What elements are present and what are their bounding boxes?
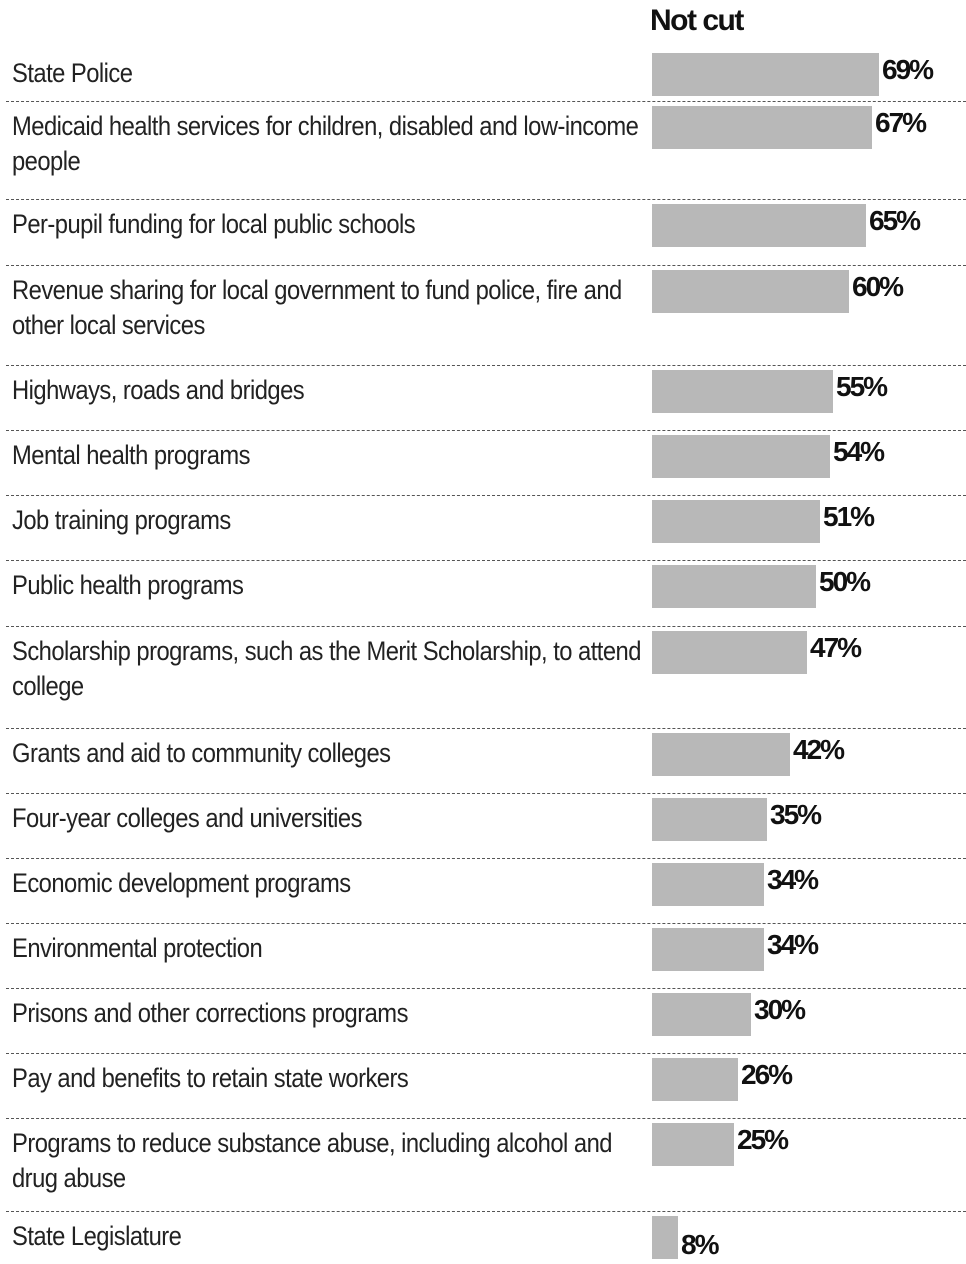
row-divider [6, 1211, 966, 1212]
category-label: Programs to reduce substance abuse, incl… [12, 1128, 612, 1193]
chart-row: Medicaid health services for children, d… [0, 103, 966, 201]
category-label: Per-pupil funding for local public schoo… [12, 209, 416, 239]
bar [652, 631, 807, 674]
category-label: Pay and benefits to retain state workers [12, 1063, 409, 1093]
category-label: Mental health programs [12, 440, 251, 470]
row-divider [6, 728, 966, 729]
value-label: 65% [869, 205, 921, 236]
category-label: Grants and aid to community colleges [12, 738, 391, 768]
value-label: 47% [810, 632, 862, 663]
row-divider [6, 265, 966, 266]
row-divider [6, 626, 966, 627]
chart-row: Grants and aid to community colleges 42% [0, 730, 966, 795]
chart-row: Four-year colleges and universities 35% [0, 795, 966, 860]
bar [652, 500, 820, 543]
category-label: Public health programs [12, 570, 244, 600]
value-label: 51% [823, 501, 875, 532]
bar [652, 1123, 734, 1166]
value-label: 26% [741, 1059, 793, 1090]
row-divider [6, 1118, 966, 1119]
bar [652, 435, 830, 478]
chart-row: Mental health programs 54% [0, 432, 966, 497]
chart-row: Per-pupil funding for local public schoo… [0, 201, 966, 267]
value-label: 34% [767, 864, 819, 895]
bar [652, 928, 764, 971]
value-label: 42% [793, 734, 845, 765]
chart-row: Economic development programs 34% [0, 860, 966, 925]
category-label: Four-year colleges and universities [12, 803, 363, 833]
bar [652, 798, 767, 841]
bar [652, 106, 872, 149]
row-divider [6, 101, 966, 102]
value-label: 8% [681, 1229, 719, 1260]
category-label: Scholarship programs, such as the Merit … [12, 636, 641, 701]
row-divider [6, 365, 966, 366]
chart-row: Job training programs 51% [0, 497, 966, 562]
chart-row: Environmental protection 34% [0, 925, 966, 990]
chart-row: Scholarship programs, such as the Merit … [0, 628, 966, 730]
category-label: Job training programs [12, 505, 231, 535]
chart-row: Highways, roads and bridges 55% [0, 367, 966, 432]
bar [652, 1216, 678, 1259]
series-header: Not cut [650, 4, 744, 37]
chart-row: Revenue sharing for local government to … [0, 267, 966, 367]
bar [652, 204, 866, 247]
category-label: Environmental protection [12, 933, 263, 963]
row-divider [6, 560, 966, 561]
chart-row: Public health programs 50% [0, 562, 966, 628]
chart-row: State Legislature 8% [0, 1213, 966, 1264]
bar [652, 53, 879, 96]
value-label: 54% [833, 436, 885, 467]
row-divider [6, 495, 966, 496]
row-divider [6, 430, 966, 431]
row-divider [6, 1053, 966, 1054]
value-label: 34% [767, 929, 819, 960]
chart-row: Programs to reduce substance abuse, incl… [0, 1120, 966, 1213]
bar [652, 270, 849, 313]
row-divider [6, 793, 966, 794]
bar [652, 1058, 738, 1101]
category-label: Revenue sharing for local government to … [12, 275, 622, 340]
row-divider [6, 923, 966, 924]
category-label: State Legislature [12, 1221, 182, 1251]
value-label: 67% [875, 107, 927, 138]
value-label: 50% [819, 566, 871, 597]
category-label: Highways, roads and bridges [12, 375, 305, 405]
bar [652, 565, 816, 608]
value-label: 55% [836, 371, 888, 402]
bar [652, 863, 764, 906]
bar [652, 993, 751, 1036]
row-divider [6, 858, 966, 859]
chart-row: Prisons and other corrections programs 30… [0, 990, 966, 1055]
bar [652, 733, 790, 776]
value-label: 69% [882, 54, 934, 85]
bar [652, 370, 833, 413]
category-label: Economic development programs [12, 868, 351, 898]
value-label: 35% [770, 799, 822, 830]
category-label: Prisons and other corrections programs [12, 998, 408, 1028]
category-label: State Police [12, 58, 133, 88]
value-label: 30% [754, 994, 806, 1025]
value-label: 60% [852, 271, 904, 302]
row-divider [6, 199, 966, 200]
chart-row: Pay and benefits to retain state workers… [0, 1055, 966, 1120]
value-label: 25% [737, 1124, 789, 1155]
chart-row: State Police 69% [0, 50, 966, 103]
row-divider [6, 988, 966, 989]
category-label: Medicaid health services for children, d… [12, 111, 639, 176]
